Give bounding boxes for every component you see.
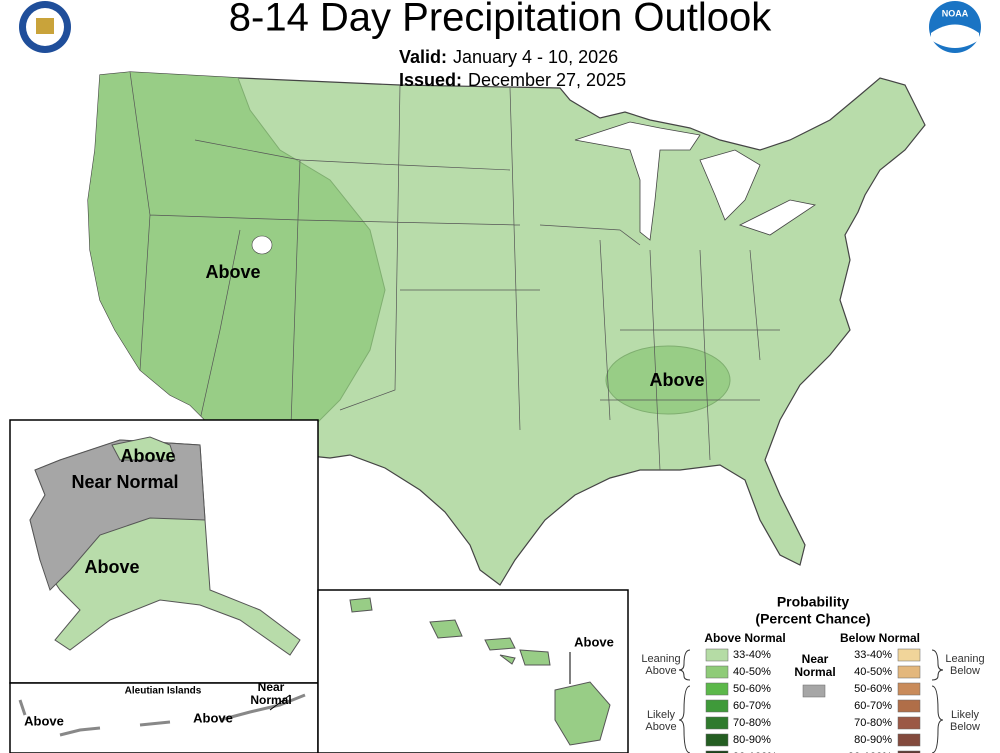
- legend-bin-label: 90-100%: [848, 751, 892, 753]
- region-label: Above: [193, 710, 233, 725]
- legend-group: Likely Below: [950, 709, 980, 734]
- legend-title: Probability: [777, 594, 850, 610]
- legend-swatch: [897, 648, 921, 662]
- legend-bin-label: 80-90%: [733, 734, 771, 746]
- legend-group: Leaning Above: [641, 653, 681, 678]
- legend-swatch: [897, 682, 921, 696]
- noaa-logo-text: NOAA: [942, 8, 969, 18]
- region-label: Above: [649, 370, 704, 390]
- legend-braces: [678, 649, 944, 753]
- legend-swatch: [897, 733, 921, 747]
- legend-subtitle: (Percent Chance): [755, 611, 870, 627]
- issued-label: Issued:: [399, 70, 462, 90]
- state-lines: [129, 72, 780, 471]
- alaska-inset: [9, 419, 319, 684]
- legend-bin-label: 40-50%: [733, 666, 771, 678]
- legend-bin-label: 60-70%: [733, 700, 771, 712]
- region-label: Above: [24, 713, 64, 728]
- legend-bin-label: 60-70%: [854, 700, 892, 712]
- region-label: Above: [120, 446, 175, 466]
- aleutian-inset: [9, 682, 319, 753]
- legend-swatch: [802, 684, 826, 698]
- legend-swatch: [705, 699, 729, 713]
- legend-bin-label: 40-50%: [854, 666, 892, 678]
- legend-bin-label: 70-80%: [854, 717, 892, 729]
- region-label: Above: [84, 557, 139, 577]
- issued-date: December 27, 2025: [468, 70, 626, 90]
- above-region-tn: [605, 345, 731, 415]
- region-label: Above: [574, 634, 614, 649]
- logos: NOAA: [19, 1, 981, 53]
- legend-header: Below Normal: [840, 631, 920, 645]
- legend-swatch: [705, 716, 729, 730]
- legend-bin-label: 50-60%: [733, 683, 771, 695]
- legend-swatch: [705, 733, 729, 747]
- inset-title: Aleutian Islands: [125, 686, 202, 697]
- legend-swatch: [705, 665, 729, 679]
- legend-group: Likely Above: [645, 709, 677, 734]
- legend-swatch: [705, 648, 729, 662]
- legend-swatch: [705, 682, 729, 696]
- legend-bin-label: 80-90%: [854, 734, 892, 746]
- region-label: Near Normal: [71, 472, 179, 492]
- great-lakes: [574, 121, 817, 241]
- legend-swatch: [705, 750, 729, 753]
- legend-near-label: Near Normal: [794, 652, 836, 680]
- legend-swatch: [897, 699, 921, 713]
- valid-label: Valid:: [399, 47, 447, 67]
- legend-bin-label: 70-80%: [733, 717, 771, 729]
- legend-swatch: [897, 750, 921, 753]
- valid-dates: January 4 - 10, 2026: [453, 47, 618, 67]
- legend-swatch: [897, 665, 921, 679]
- region-label: Above: [205, 262, 260, 282]
- legend-bin-label: 90-100%: [733, 751, 777, 753]
- legend-bin-label: 33-40%: [733, 649, 771, 661]
- legend-bin-label: 50-60%: [854, 683, 892, 695]
- legend-rows: 33-40% 40-50% 50-60% 60-70% 70-80% 80-90% 90-1…: [705, 648, 921, 753]
- great-salt-lake: [251, 235, 273, 255]
- legend-header: Above Normal: [704, 631, 785, 645]
- legend-group: Leaning Below: [945, 653, 985, 678]
- title: 8-14 Day Precipitation Outlook: [229, 0, 773, 40]
- legend-bin-label: 33-40%: [854, 649, 892, 661]
- hawaii-inset: [317, 589, 629, 753]
- region-label: Near Normal: [250, 680, 292, 708]
- legend-swatch: [897, 716, 921, 730]
